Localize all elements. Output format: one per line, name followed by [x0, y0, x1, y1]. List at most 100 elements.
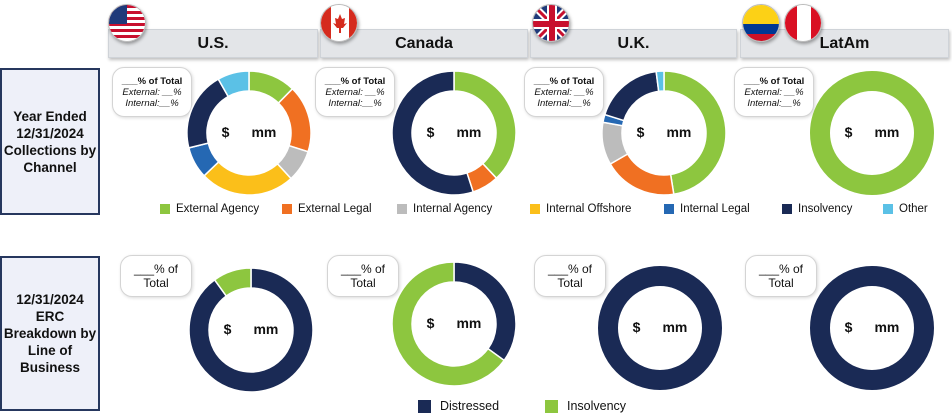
legend-label: External Legal: [298, 203, 372, 215]
callout-pct: ___% of: [133, 262, 179, 276]
legend-item-insolvency: Insolvency: [782, 203, 852, 215]
center-dollar: $: [426, 315, 435, 331]
center-dollar: $: [844, 319, 853, 335]
legend-label: Other: [899, 203, 928, 215]
legend-item-external-legal: External Legal: [282, 203, 372, 215]
column-header-canada: Canada: [320, 29, 528, 58]
center-dollar: $: [426, 124, 435, 140]
callout-us-row2: ___% of Total: [120, 255, 192, 297]
callout-pct: ___% of Total: [121, 75, 183, 87]
legend-swatch: [664, 204, 674, 214]
callout-pct: ___% of Total: [324, 75, 386, 87]
callout-latam-row2: ___% of Total: [745, 255, 817, 297]
donut-slice-external-legal: [277, 87, 311, 153]
legend-item-insolvency-lob: Insolvency: [545, 399, 626, 413]
callout-internal: Internal:__%: [125, 97, 179, 109]
callout-uk-row1: ___% of Total External: __% Internal:__%: [524, 67, 604, 117]
callout-external: External: __%: [122, 86, 182, 98]
donut-chart-us-collections: [187, 71, 311, 195]
donut-slice-external-legal: [609, 152, 675, 195]
legend-label: Distressed: [440, 399, 500, 413]
column-header-us: U.S.: [108, 29, 318, 58]
callout-latam-row1: ___% of Total External: __% Internal:__%: [734, 67, 814, 117]
legend-label: Internal Offshore: [546, 203, 632, 215]
center-label-us-row1: $ mm: [199, 124, 299, 140]
legend-swatch: [418, 399, 431, 413]
center-label-canada-row1: $ mm: [404, 124, 504, 140]
center-label-uk-row2: $ mm: [610, 319, 710, 335]
center-dollar: $: [221, 124, 230, 140]
donut-slice-distressed: [453, 262, 516, 362]
callout-total: Total: [143, 276, 169, 290]
row-label-erc: 12/31/2024 ERC Breakdown by Line of Busi…: [0, 256, 100, 411]
center-unit: mm: [666, 124, 692, 140]
colombia-flag-icon: [742, 4, 780, 42]
callout-pct: ___% of: [340, 262, 386, 276]
column-title: U.K.: [617, 34, 650, 52]
center-unit: mm: [874, 124, 900, 140]
callout-internal: Internal:__%: [747, 97, 801, 109]
peru-flag-icon: [784, 4, 822, 42]
legend-label: Insolvency: [798, 203, 853, 215]
column-title: LatAm: [819, 34, 870, 52]
donut-slice-internal-offshore: [203, 160, 293, 195]
legend-swatch: [530, 204, 540, 214]
callout-internal: Internal:__%: [328, 97, 382, 109]
center-unit: mm: [662, 319, 688, 335]
uk-flag-icon: [532, 4, 570, 42]
callout-us-row1: ___% of Total External: __% Internal:__%: [112, 67, 192, 117]
donut-slice-distressed: [598, 266, 722, 390]
legend-swatch: [397, 204, 407, 214]
callout-pct: ___% of: [758, 262, 804, 276]
callout-external: External: __%: [534, 86, 594, 98]
donut-slice-other: [655, 71, 665, 93]
legend-label: Insolvency: [567, 399, 627, 413]
donut-chart-us-erc: [189, 268, 313, 392]
row-label-text: Year Ended 12/31/2024 Collections by Cha…: [3, 108, 97, 175]
callout-total: Total: [768, 276, 794, 290]
legend-item-other: Other: [883, 203, 928, 215]
legend-label: Internal Legal: [680, 203, 750, 215]
center-label-canada-row2: $ mm: [404, 315, 504, 331]
donut-slice-insolvency: [392, 262, 506, 386]
callout-pct: ___% of: [547, 262, 593, 276]
legend-item-external-agency: External Agency: [160, 203, 259, 215]
callout-pct: ___% of Total: [743, 75, 805, 87]
callout-pct: ___% of Total: [533, 75, 595, 87]
donut-chart-latam-erc: [810, 266, 934, 390]
legend-swatch: [282, 204, 292, 214]
legend-swatch: [883, 204, 893, 214]
center-dollar: $: [844, 124, 853, 140]
legend-swatch: [782, 204, 792, 214]
donut-slice-distressed: [189, 268, 313, 392]
row-label-text: 12/31/2024 ERC Breakdown by Line of Busi…: [3, 292, 97, 375]
center-dollar: $: [223, 321, 232, 337]
callout-uk-row2: ___% of Total: [534, 255, 606, 297]
legend-label: External Agency: [176, 203, 260, 215]
center-unit: mm: [253, 321, 279, 337]
callout-internal: Internal:__%: [537, 97, 591, 109]
callout-external: External: __%: [744, 86, 804, 98]
callout-canada-row2: ___% of Total: [327, 255, 399, 297]
legend-item-internal-agency: Internal Agency: [397, 203, 492, 215]
donut-chart-canada-collections: [392, 71, 516, 195]
legend-swatch: [160, 204, 170, 214]
center-unit: mm: [456, 315, 482, 331]
legend-swatch: [545, 399, 558, 413]
donut-chart-uk-erc: [598, 266, 722, 390]
callout-total: Total: [557, 276, 583, 290]
center-label-latam-row1: $ mm: [822, 124, 922, 140]
legend-label: Internal Agency: [413, 203, 493, 215]
donut-chart-canada-erc: [392, 262, 516, 386]
donut-slice-insolvency: [392, 71, 475, 195]
center-unit: mm: [251, 124, 277, 140]
center-label-latam-row2: $ mm: [822, 319, 922, 335]
callout-total: Total: [350, 276, 376, 290]
donut-slice-distressed: [810, 266, 934, 390]
center-unit: mm: [456, 124, 482, 140]
donut-chart-uk-collections: [602, 71, 726, 195]
legend-item-internal-offshore: Internal Offshore: [530, 203, 631, 215]
center-dollar: $: [632, 319, 641, 335]
legend-item-distressed: Distressed: [418, 399, 499, 413]
donut-slice-other: [217, 71, 250, 98]
